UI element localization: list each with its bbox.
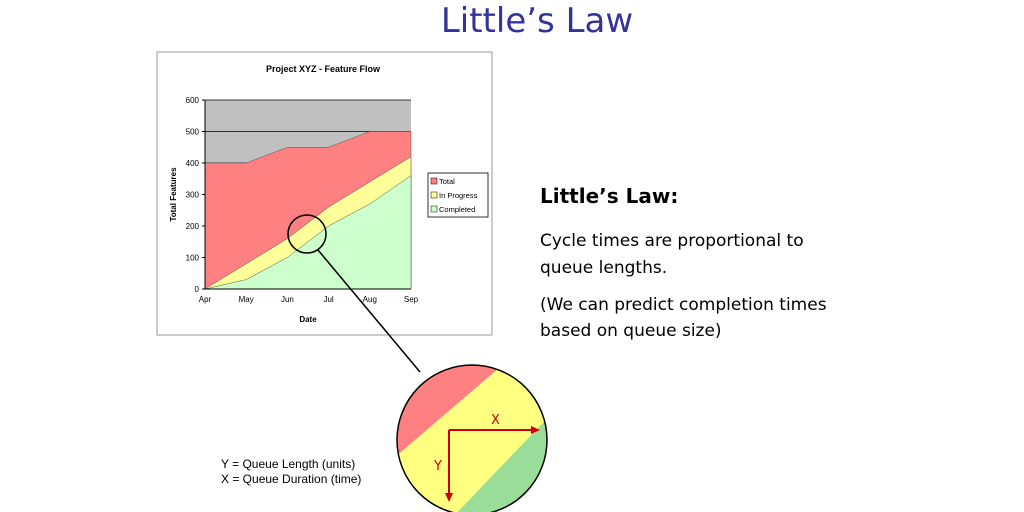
heading: Little’s Law: [540, 184, 678, 208]
chart: Project XYZ - Feature Flow 0 100 200 300 400 5… [169, 64, 489, 324]
legend-label: Total [439, 177, 455, 186]
area [204, 175, 412, 290]
zoom-arrows [445, 426, 540, 502]
x-tick-label: Jun [281, 295, 294, 304]
zoom-view [397, 365, 547, 512]
y-tick-label: 500 [186, 128, 200, 137]
body-line: Cycle times are proportional to [540, 231, 804, 251]
y-tick-label: 0 [195, 285, 200, 294]
y-axis-label: Total Features [169, 167, 178, 222]
y-tick-label: 400 [186, 159, 200, 168]
body-line: based on queue size) [540, 321, 722, 341]
note: Y = Queue Length (units) [221, 457, 355, 471]
x-tick-label: May [239, 295, 254, 304]
zoom-circle [396, 364, 548, 512]
y-tick-label: 200 [186, 222, 200, 231]
y-marker-label: Y [433, 459, 442, 474]
x-tick-label: Apr [199, 295, 212, 304]
legend-label: Completed [439, 205, 475, 214]
legend-box [427, 172, 489, 218]
zoom-marker [287, 214, 327, 254]
legend-swatch [430, 191, 438, 199]
x-tick-label: Aug [363, 295, 377, 304]
y-tick-label: 100 [186, 254, 200, 263]
chart-title: Project XYZ - Feature Flow [266, 64, 381, 74]
body-line: (We can predict completion times [540, 295, 827, 315]
x-axis-label: Date [299, 315, 317, 324]
x-tick-label: Jul [323, 295, 333, 304]
legend-swatch [430, 205, 438, 213]
zoom-connector [317, 249, 421, 373]
body-line: queue lengths. [540, 258, 667, 278]
note: X = Queue Duration (time) [221, 472, 361, 486]
y-tick-label: 600 [186, 96, 200, 105]
legend-label: In Progress [439, 191, 478, 200]
legend-swatch [430, 177, 438, 185]
y-tick-label: 300 [186, 191, 200, 200]
slide-title: Little’s Law [441, 1, 633, 41]
x-marker-label: X [491, 413, 500, 428]
x-tick-label: Sep [404, 295, 419, 304]
